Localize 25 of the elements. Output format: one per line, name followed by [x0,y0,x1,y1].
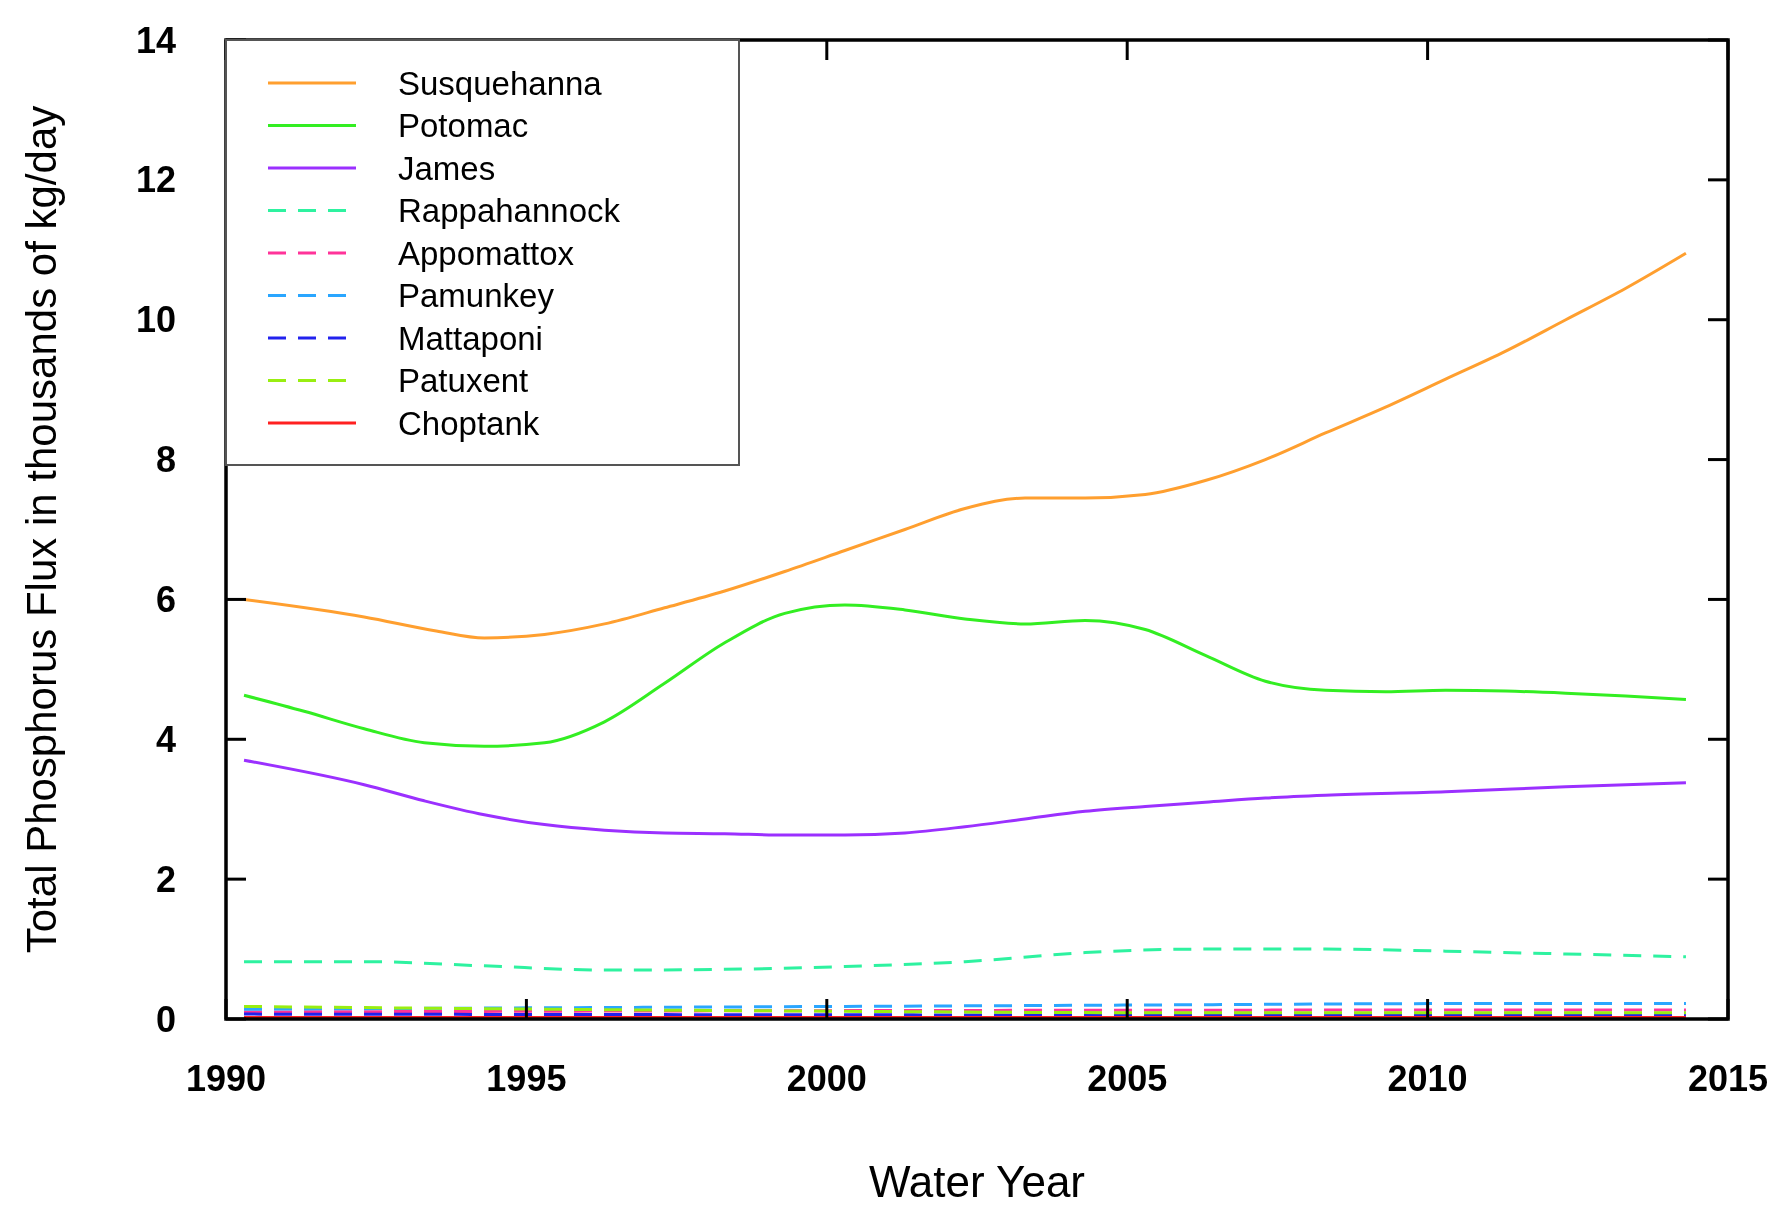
x-tick-label: 1995 [486,1058,567,1099]
y-tick-label: 12 [135,159,176,201]
y-tick-label: 2 [155,858,176,900]
x-tick-label: 1990 [185,1058,267,1099]
legend-label: Rappahannock [398,192,621,230]
legend-label: Appomattox [398,234,575,272]
x-tick-label: 2015 [1687,1058,1769,1099]
y-axis-title: Total Phosphorus Flux in thousands of kg/day [18,105,65,954]
x-tick-label: 2005 [1087,1058,1168,1099]
legend-label: Choptank [398,404,540,442]
y-tick-label: 4 [155,718,176,760]
y-tick-label: 14 [135,19,176,61]
x-axis-title: Water Year [868,1157,1086,1206]
legend-label: Pamunkey [398,277,555,315]
y-tick-label: 10 [135,299,176,341]
legend-label: Mattaponi [398,319,543,357]
legend-label: Susquehanna [398,64,603,102]
x-tick-label: 2010 [1387,1058,1468,1099]
legend-label: Patuxent [398,362,529,400]
y-tick-label: 0 [155,998,176,1040]
legend-label: James [398,149,496,187]
legend-label: Potomac [398,107,529,145]
x-tick-label: 2000 [786,1058,867,1099]
y-tick-label: 8 [155,439,176,481]
y-tick-label: 6 [155,579,176,621]
